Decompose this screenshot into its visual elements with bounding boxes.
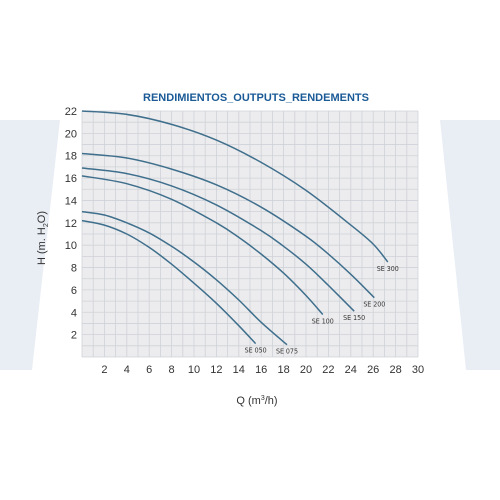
x-tick-label: 20 — [300, 364, 312, 376]
x-axis-label-sup: 3 — [261, 395, 265, 402]
x-axis-label-main: Q (m — [236, 395, 260, 407]
curve-label-se-075: SE 075 — [276, 348, 298, 356]
x-tick-label: 14 — [233, 364, 245, 376]
x-tick-label: 8 — [169, 364, 175, 376]
y-tick-label: 18 — [65, 151, 77, 163]
y-tick-label: 12 — [65, 218, 77, 230]
x-axis-label: Q (m3/h) — [236, 395, 277, 407]
x-tick-labels: 2 4 6 8 10 12 14 16 18 20 22 24 26 28 30 — [101, 364, 424, 376]
chart-title: RENDIMIENTOS_OUTPUTS_RENDEMENTS — [143, 92, 369, 104]
y-axis-label: H (m. H2O) — [36, 211, 50, 265]
x-tick-label: 28 — [389, 364, 401, 376]
curve-se-150 — [81, 167, 355, 312]
x-tick-label: 2 — [101, 364, 107, 376]
y-axis-label-sub: 2 — [43, 223, 50, 227]
y-tick-label: 4 — [71, 307, 77, 319]
curve-label-se-300: SE 300 — [377, 265, 399, 273]
curve-se-075 — [81, 210, 288, 346]
y-tick-labels: 2 4 6 8 10 12 14 16 18 20 22 — [65, 106, 77, 342]
y-tick-label: 22 — [65, 106, 77, 118]
y-tick-label: 2 — [71, 330, 77, 342]
curve-se-200 — [81, 152, 375, 299]
y-tick-label: 6 — [71, 285, 77, 297]
curve-se-100 — [81, 175, 324, 315]
curve-label-se-050: SE 050 — [245, 347, 267, 355]
y-tick-label: 10 — [65, 240, 77, 252]
curve-se-050 — [81, 219, 257, 345]
x-tick-label: 22 — [322, 364, 334, 376]
y-axis-label-end: O) — [36, 211, 48, 223]
y-tick-label: 14 — [65, 195, 77, 207]
performance-curves — [81, 110, 389, 346]
y-tick-label: 16 — [65, 173, 77, 185]
y-tick-label: 8 — [71, 263, 77, 275]
x-axis-label-end: /h) — [265, 395, 278, 407]
curve-se-300 — [81, 110, 389, 263]
x-tick-label: 24 — [345, 364, 357, 376]
curve-label-se-100: SE 100 — [312, 318, 334, 326]
x-tick-label: 6 — [146, 364, 152, 376]
x-tick-label: 4 — [124, 364, 130, 376]
y-axis-label-main: H (m. H — [36, 227, 48, 265]
x-tick-label: 30 — [412, 364, 424, 376]
grid-lines — [81, 110, 419, 358]
x-tick-label: 18 — [277, 364, 289, 376]
background-watermark — [0, 120, 500, 370]
curve-label-se-150: SE 150 — [343, 314, 365, 322]
y-tick-label: 20 — [65, 128, 77, 140]
x-tick-label: 10 — [188, 364, 200, 376]
curve-labels: SE 050 SE 075 SE 100 SE 150 SE 200 SE 300 — [245, 265, 399, 356]
x-tick-label: 16 — [255, 364, 267, 376]
x-tick-label: 26 — [367, 364, 379, 376]
x-tick-label: 12 — [210, 364, 222, 376]
curve-label-se-200: SE 200 — [363, 301, 385, 309]
